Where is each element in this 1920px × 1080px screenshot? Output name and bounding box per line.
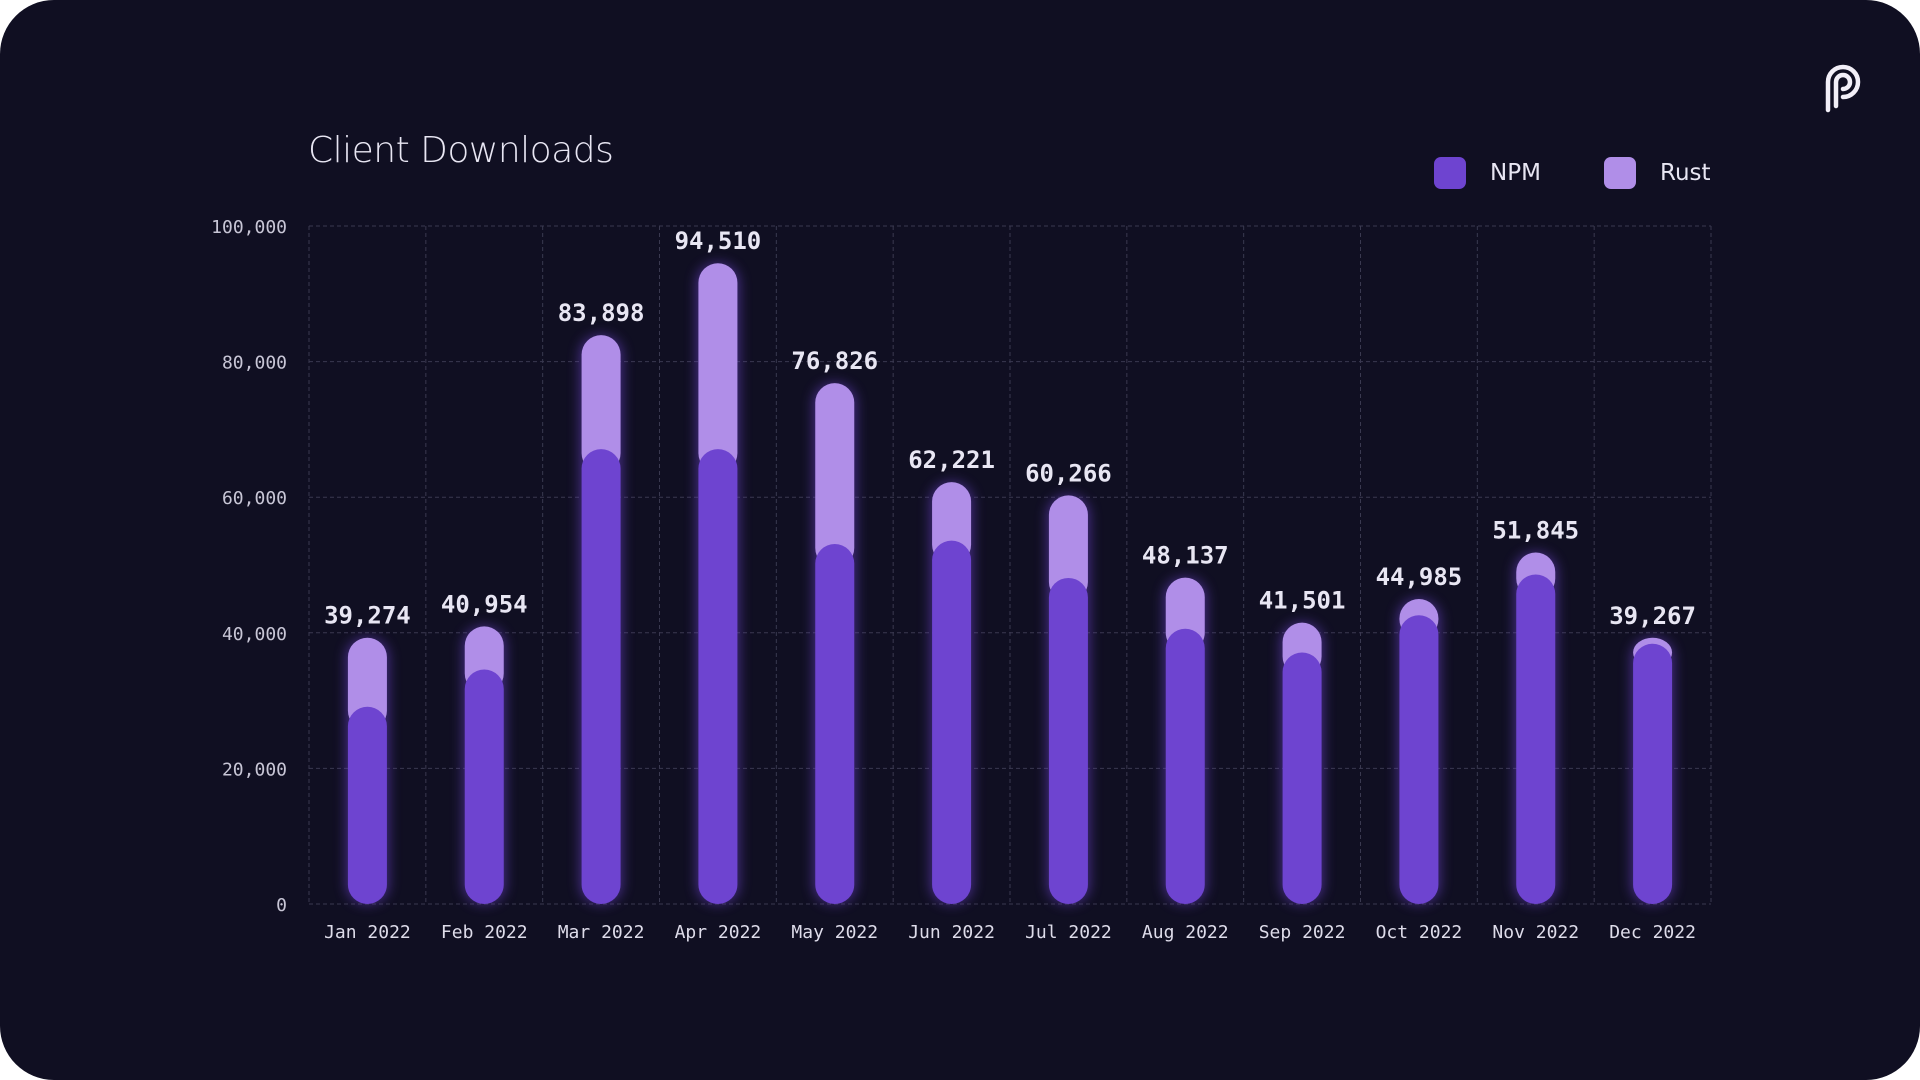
bar-npm bbox=[581, 449, 621, 904]
bars bbox=[345, 263, 1675, 905]
bar-npm bbox=[932, 540, 972, 904]
npm-swatch bbox=[1434, 157, 1466, 189]
x-tick-label: Nov 2022 bbox=[1492, 922, 1579, 943]
x-tick-label: Dec 2022 bbox=[1609, 922, 1696, 943]
x-tick-label: Sep 2022 bbox=[1259, 922, 1346, 943]
pyth-logo-icon bbox=[1825, 64, 1861, 113]
bar-npm bbox=[1048, 577, 1088, 904]
x-tick-label: May 2022 bbox=[791, 922, 878, 943]
bar-total-label: 44,985 bbox=[1376, 563, 1463, 591]
bar-total-label: 48,137 bbox=[1142, 542, 1229, 570]
x-tick-label: Apr 2022 bbox=[675, 922, 762, 943]
grid-lines bbox=[308, 225, 1712, 905]
y-tick-label: 60,000 bbox=[222, 488, 287, 509]
bar-total-label: 41,501 bbox=[1259, 587, 1346, 615]
rust-swatch bbox=[1604, 157, 1636, 189]
legend-label-npm: NPM bbox=[1490, 160, 1541, 186]
total-labels: 39,274 40,954 83,898 94,510 76,826 62,221 60,2… bbox=[324, 227, 1696, 630]
legend-label-rust: Rust bbox=[1660, 160, 1711, 186]
y-tick-label: 0 bbox=[276, 895, 287, 916]
bar-rust bbox=[815, 383, 855, 568]
bar-total-label: 40,954 bbox=[441, 590, 528, 618]
bar-npm bbox=[347, 706, 387, 904]
bar-rust bbox=[581, 335, 621, 473]
bar-total-label: 51,845 bbox=[1492, 516, 1579, 544]
x-tick-label: Oct 2022 bbox=[1376, 922, 1463, 943]
y-tick-label: 40,000 bbox=[222, 624, 287, 645]
bar-npm bbox=[1399, 615, 1439, 904]
bar-npm bbox=[1282, 652, 1322, 904]
bar-rust bbox=[1048, 495, 1088, 602]
bar-npm bbox=[1633, 643, 1673, 904]
x-tick-label: Feb 2022 bbox=[441, 922, 528, 943]
y-tick-label: 80,000 bbox=[222, 353, 287, 374]
legend-item-npm: NPM bbox=[1434, 156, 1541, 190]
bar-npm bbox=[464, 669, 504, 904]
bar-rust bbox=[698, 263, 738, 473]
x-tick-label: Jun 2022 bbox=[908, 922, 995, 943]
y-tick-label: 20,000 bbox=[222, 759, 287, 780]
x-tick-label: Aug 2022 bbox=[1142, 922, 1229, 943]
bar-npm bbox=[1516, 574, 1556, 904]
bar-total-label: 39,274 bbox=[324, 602, 411, 630]
x-tick-label: Mar 2022 bbox=[558, 922, 645, 943]
chart-title: Client Downloads bbox=[308, 130, 614, 171]
bar-total-label: 62,221 bbox=[908, 446, 995, 474]
bar-npm bbox=[1165, 628, 1205, 904]
bar-total-label: 94,510 bbox=[675, 227, 762, 255]
bar-total-label: 83,898 bbox=[558, 299, 645, 327]
bar-total-label: 39,267 bbox=[1609, 602, 1696, 630]
bar-total-label: 76,826 bbox=[791, 347, 878, 375]
bar-npm bbox=[815, 544, 855, 904]
y-axis-ticks: 0 20,000 40,000 60,000 80,000 100,000 bbox=[211, 217, 287, 916]
bar-total-label: 60,266 bbox=[1025, 459, 1112, 487]
legend-item-rust: Rust bbox=[1604, 156, 1711, 190]
x-tick-label: Jan 2022 bbox=[324, 922, 411, 943]
bar-rust bbox=[347, 637, 387, 731]
y-tick-label: 100,000 bbox=[211, 217, 287, 238]
x-axis-ticks: Jan 2022 Feb 2022 Mar 2022 Apr 2022 May 2022… bbox=[324, 922, 1696, 943]
bar-npm bbox=[698, 449, 738, 904]
x-tick-label: Jul 2022 bbox=[1025, 922, 1112, 943]
